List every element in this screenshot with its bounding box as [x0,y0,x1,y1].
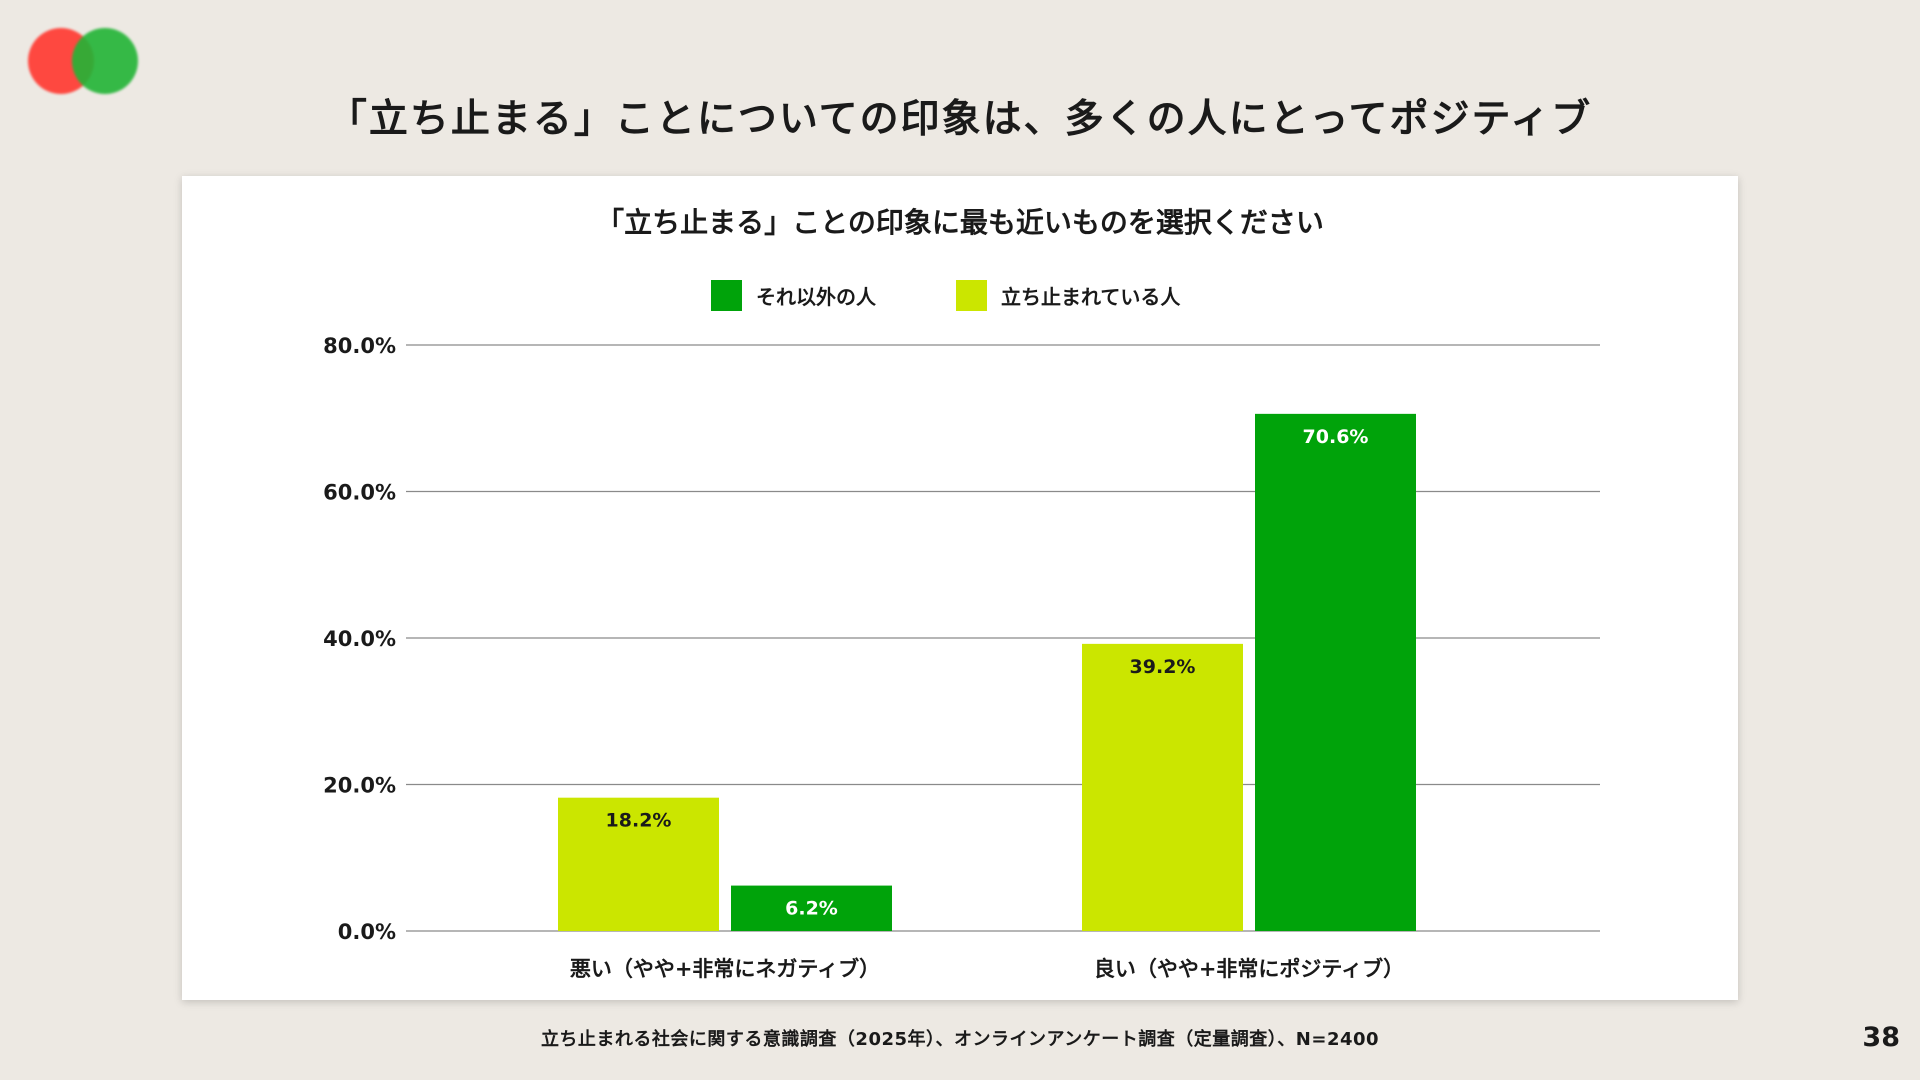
data-label: 18.2% [606,810,672,832]
page-number: 38 [1862,1022,1900,1053]
y-tick-label: 20.0% [323,774,396,798]
bar [1255,413,1416,931]
x-tick-label: 悪い（やや+非常にネガティブ） [570,957,880,981]
legend-label: 立ち止まれている人 [1001,285,1181,309]
brand-logo [28,26,146,98]
legend-swatch [711,280,742,311]
data-label: 70.6% [1303,426,1369,448]
slide-title: 「立ち止まる」ことについての印象は、多くの人にとってポジティブ [327,97,1593,142]
bar [558,797,719,931]
y-tick-label: 80.0% [323,334,396,358]
y-tick-label: 60.0% [323,481,396,505]
green-circle-icon [72,28,138,94]
x-tick-label: 良い（やや+非常にポジティブ） [1094,957,1404,981]
bar [1082,643,1243,931]
bar [731,885,892,931]
y-tick-label: 40.0% [323,627,396,651]
source-footnote: 立ち止まれる社会に関する意識調査（2025年）、オンラインアンケート調査（定量調… [540,1029,1380,1050]
chart-card: 「立ち止まる」ことの印象に最も近いものを選択くださいそれ以外の人 立ち止まれている… [182,176,1738,1000]
legend-swatch [956,280,987,311]
chart-title: 「立ち止まる」ことの印象に最も近いものを選択ください [596,206,1324,239]
data-label: 6.2% [785,898,838,920]
data-label: 39.2% [1130,656,1196,678]
y-tick-label: 0.0% [338,920,396,944]
legend-label: それ以外の人 [756,285,877,309]
